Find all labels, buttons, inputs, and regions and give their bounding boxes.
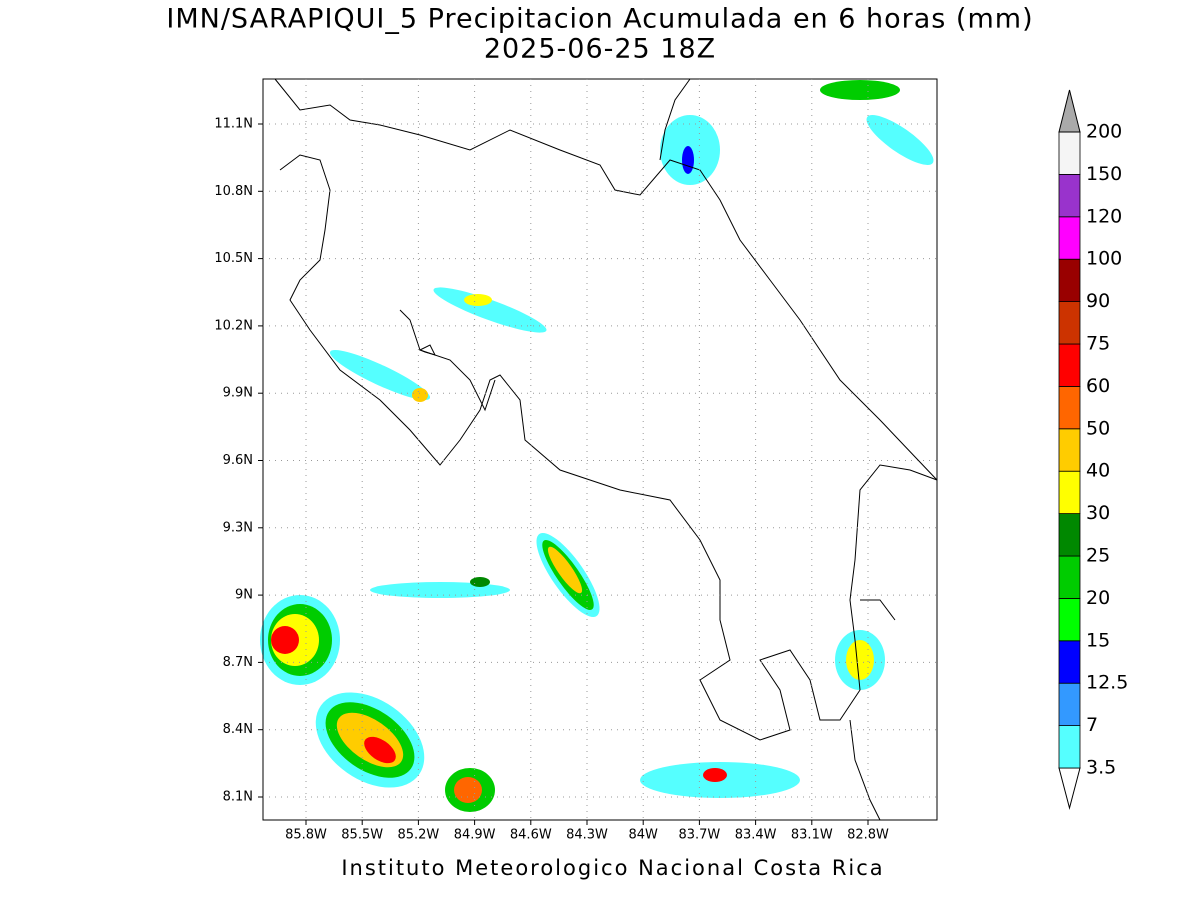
- lat-tick-label: 8.7N: [223, 655, 253, 670]
- lat-tick-label: 8.4N: [223, 722, 253, 737]
- colorbar-label: 60: [1086, 375, 1110, 397]
- colorbar-segment: [1058, 470, 1081, 515]
- lon-tick-label: 83.4W: [735, 828, 777, 843]
- colorbar-segment: [1058, 343, 1081, 387]
- colorbar-segment: [1058, 725, 1081, 769]
- lat-tick-label: 10.2N: [214, 318, 253, 333]
- lon-tick-label: 82.8W: [847, 828, 889, 843]
- lat-tick-label: 11.1N: [214, 117, 253, 132]
- footer: Instituto Meteorologico Nacional Costa R…: [341, 856, 884, 880]
- colorbar-label: 20: [1086, 587, 1110, 609]
- lat-tick-label: 9N: [235, 588, 253, 603]
- colorbar-label: 200: [1086, 121, 1122, 143]
- colorbar-over: [1058, 89, 1081, 133]
- precip-field: [260, 80, 934, 812]
- colorbar-segment: [1058, 301, 1081, 345]
- subtitle: 2025-06-25 18Z: [484, 34, 716, 65]
- colorbar-label: 7: [1086, 714, 1098, 736]
- colorbar-label: 25: [1086, 545, 1110, 567]
- colorbar-segment: [1058, 428, 1081, 472]
- colorbar-segment: [1058, 640, 1081, 684]
- lon-tick-label: 84W: [628, 828, 658, 843]
- lon-tick-label: 83.7W: [678, 828, 720, 843]
- colorbar-label: 120: [1086, 205, 1122, 227]
- lon-tick-label: 84.3W: [566, 828, 608, 843]
- lat-tick-label: 10.5N: [214, 251, 253, 266]
- colorbar-segment: [1058, 513, 1081, 557]
- colorbar-segment: [1058, 216, 1081, 260]
- lon-tick-label: 83.1W: [791, 828, 833, 843]
- lat-tick-label: 9.6N: [223, 453, 253, 468]
- coastline: [274, 78, 938, 821]
- colorbar-segment: [1058, 598, 1081, 642]
- colorbar-segment: [1058, 131, 1081, 175]
- colorbar-label: 40: [1086, 460, 1110, 482]
- map-frame: [262, 78, 938, 821]
- lon-tick-label: 84.6W: [510, 828, 552, 843]
- colorbar-label: 15: [1086, 629, 1110, 651]
- lat-tick-label: 9.9N: [223, 386, 253, 401]
- colorbar-label: 30: [1086, 502, 1110, 524]
- colorbar: 3.5 7 12.5 15 20 25 30 40 50 60 75 90 100 120 150 200: [1058, 89, 1128, 810]
- lat-tick-label: 8.1N: [223, 790, 253, 805]
- colorbar-label: 50: [1086, 417, 1110, 439]
- colorbar-under: [1058, 767, 1081, 810]
- colorbar-label: 90: [1086, 290, 1110, 312]
- lon-tick-label: 85.2W: [397, 828, 439, 843]
- colorbar-label: 100: [1086, 248, 1122, 270]
- lon-tick-label: 85.5W: [341, 828, 383, 843]
- colorbar-segment: [1058, 555, 1081, 599]
- lon-tick-label: 84.9W: [454, 828, 496, 843]
- colorbar-label: 3.5: [1086, 757, 1116, 779]
- lat-tick-label: 9.3N: [223, 520, 253, 535]
- lat-tick-label: 10.8N: [214, 184, 253, 199]
- colorbar-label: 12.5: [1086, 672, 1128, 694]
- colorbar-label: 75: [1086, 333, 1110, 355]
- lon-tick-label: 85.8W: [285, 828, 327, 843]
- title: IMN/SARAPIQUI_5 Precipitacion Acumulada …: [166, 4, 1033, 35]
- colorbar-segment: [1058, 173, 1081, 218]
- map-area: 11.1N 10.8N 10.5N 10.2N 9.9N 9.6N 9.3N 9N 8.7N 8.…: [214, 78, 938, 843]
- colorbar-label: 150: [1086, 163, 1122, 185]
- colorbar-segment: [1058, 258, 1081, 303]
- colorbar-segment: [1058, 682, 1081, 727]
- colorbar-segment: [1058, 385, 1081, 430]
